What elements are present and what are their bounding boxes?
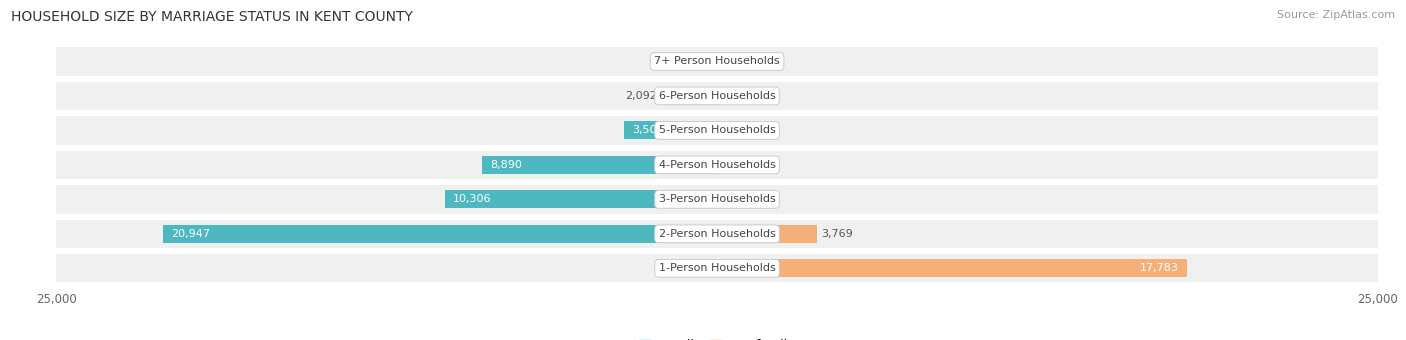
Bar [717, 259, 1187, 277]
Bar [662, 87, 717, 105]
Bar [56, 151, 1378, 179]
Bar [56, 82, 1378, 110]
Text: 0: 0 [706, 263, 713, 273]
Bar [444, 190, 717, 208]
Text: 0: 0 [721, 91, 728, 101]
Text: 2-Person Households: 2-Person Households [658, 229, 776, 239]
Text: 127: 127 [725, 125, 747, 135]
Text: 2,092: 2,092 [626, 91, 657, 101]
Text: 0: 0 [721, 56, 728, 67]
Bar [163, 225, 717, 243]
Bar [695, 52, 717, 70]
Bar [56, 47, 1378, 75]
Text: 17,783: 17,783 [1140, 263, 1180, 273]
Bar [56, 220, 1378, 248]
Text: 7+ Person Households: 7+ Person Households [654, 56, 780, 67]
Bar [482, 156, 717, 174]
Bar [717, 225, 817, 243]
Text: 3-Person Households: 3-Person Households [658, 194, 776, 204]
Text: 854: 854 [668, 56, 690, 67]
Legend: Family, Nonfamily: Family, Nonfamily [634, 334, 800, 340]
Bar [56, 116, 1378, 144]
Bar [717, 121, 720, 139]
Text: 3,769: 3,769 [821, 229, 853, 239]
Text: Source: ZipAtlas.com: Source: ZipAtlas.com [1277, 10, 1395, 20]
Text: 404: 404 [733, 194, 754, 204]
Text: 8,890: 8,890 [491, 160, 522, 170]
Text: 5-Person Households: 5-Person Households [658, 125, 776, 135]
Text: 1-Person Households: 1-Person Households [658, 263, 776, 273]
Bar [717, 190, 728, 208]
Text: 20,947: 20,947 [172, 229, 211, 239]
Text: 6-Person Households: 6-Person Households [658, 91, 776, 101]
Text: 3,505: 3,505 [633, 125, 664, 135]
Bar [56, 185, 1378, 214]
Text: 4-Person Households: 4-Person Households [658, 160, 776, 170]
Text: 10,306: 10,306 [453, 194, 491, 204]
Text: HOUSEHOLD SIZE BY MARRIAGE STATUS IN KENT COUNTY: HOUSEHOLD SIZE BY MARRIAGE STATUS IN KEN… [11, 10, 413, 24]
Bar [56, 254, 1378, 283]
Text: 28: 28 [723, 160, 737, 170]
Bar [624, 121, 717, 139]
